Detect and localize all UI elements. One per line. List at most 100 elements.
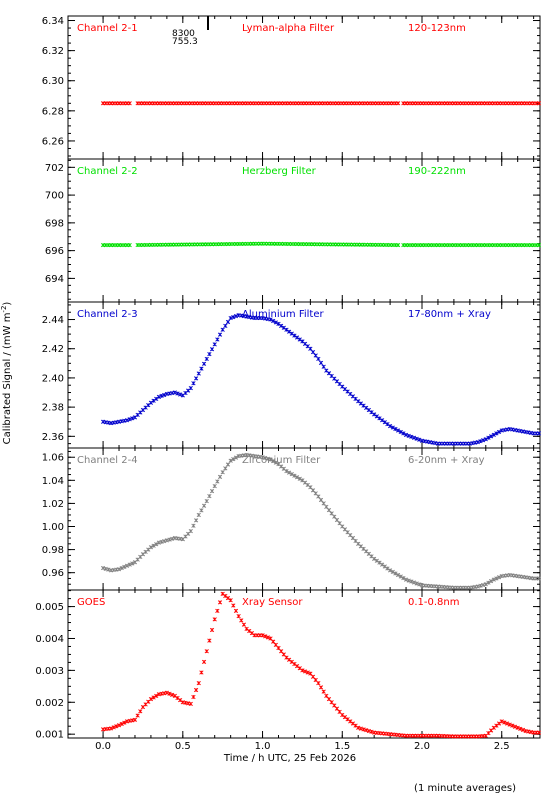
panel-frame: [67, 301, 541, 449]
data-point: [377, 560, 382, 565]
data-point: [414, 581, 419, 586]
data-point: [273, 460, 278, 465]
data-point: [387, 568, 393, 573]
data-point: [372, 556, 377, 561]
panel-2: 694 696 698 700 702 Channel 2-2 Herzberg Filte…: [45, 158, 542, 303]
data-point: [536, 431, 542, 436]
data-point: [409, 434, 414, 439]
data-point: [124, 563, 130, 568]
y-tick-label: 2.36: [42, 432, 64, 443]
y-tick-label: 694: [45, 274, 64, 285]
panel-5: 0.001 0.002 0.003 0.004 0.005 GOES Xray Sensor…: [35, 589, 542, 741]
data-point: [233, 608, 239, 613]
data-point: [130, 561, 135, 566]
panel-channel-label: Channel 2-1: [77, 23, 138, 34]
y-tick-label: 702: [45, 163, 64, 174]
data-point: [178, 392, 183, 397]
data-point: [111, 725, 116, 730]
data-point: [395, 428, 401, 433]
data-point: [201, 659, 207, 664]
panel-1: 6.26 6.28 6.30 6.32 6.34 Channel 2-1 Lyman-alp…: [42, 15, 542, 160]
y-axis-label-main: Calibrated Signal / (mW m: [2, 313, 13, 445]
data-point: [191, 523, 196, 528]
x-tick-label: 0.5: [175, 741, 191, 752]
data-point: [148, 400, 154, 405]
data-point: [313, 353, 318, 358]
data-point: [411, 580, 417, 585]
data-point: [193, 376, 199, 381]
panel-band-label: 0.1-0.8nm: [408, 597, 460, 608]
data-point: [496, 575, 502, 580]
data-point: [374, 414, 379, 419]
data-point: [233, 313, 239, 319]
y-tick-label: 6.26: [42, 136, 64, 147]
data-point: [199, 670, 204, 675]
data-point: [308, 346, 313, 351]
data-point: [151, 695, 156, 700]
y-axis-label: Calibrated Signal / (mW m-2): [0, 302, 13, 445]
panel-frame: [67, 447, 541, 591]
data-point: [199, 508, 204, 513]
y-tick-label: 2.42: [42, 344, 64, 355]
data-point: [289, 331, 294, 336]
data-point: [260, 633, 265, 638]
data-point: [241, 622, 247, 627]
data-point: [321, 364, 326, 369]
data-point: [151, 398, 156, 403]
y-tick-label: 2.44: [42, 315, 64, 326]
x-tick-label: 1.5: [334, 741, 350, 752]
data-point: [273, 320, 278, 325]
data-point: [372, 412, 377, 417]
y-tick-label: 1.02: [42, 499, 64, 510]
panel-frame: [67, 158, 541, 303]
y-tick-label: 696: [45, 246, 64, 257]
y-tick-label: 1.00: [42, 522, 64, 533]
data-point: [154, 396, 159, 401]
data-point: [316, 356, 321, 362]
data-point: [294, 475, 300, 480]
data-point: [310, 350, 316, 355]
x-tick-label: 2.0: [414, 741, 430, 752]
x-tick-label: 1.0: [255, 741, 271, 752]
data-point: [515, 725, 520, 730]
data-point: [212, 483, 217, 489]
data-point: [119, 565, 124, 571]
data-point: [300, 668, 305, 673]
data-point: [281, 325, 286, 330]
data-point: [385, 566, 390, 571]
y-tick-label: 6.30: [42, 76, 64, 87]
data-series: [100, 241, 542, 248]
data-point: [204, 498, 209, 504]
data-point: [395, 242, 401, 248]
data-point: [271, 458, 276, 464]
data-point: [374, 558, 379, 563]
panel-frame: [67, 589, 541, 739]
y-tick-label: 0.96: [42, 568, 64, 579]
data-point: [231, 603, 236, 608]
data-point: [215, 608, 220, 613]
data-point: [225, 319, 231, 325]
y-tick-label: 6.34: [42, 16, 64, 27]
data-point: [486, 580, 491, 585]
data-point: [201, 361, 207, 366]
data-point: [193, 518, 199, 523]
y-tick-label: 0.001: [35, 730, 64, 741]
data-point: [536, 576, 542, 581]
data-point: [148, 545, 154, 550]
data-point: [507, 722, 512, 727]
data-point: [231, 314, 236, 320]
data-point: [297, 337, 302, 342]
y-axis-label-close: ): [2, 302, 13, 306]
data-point: [499, 719, 504, 724]
data-point: [263, 634, 268, 639]
data-point: [297, 476, 302, 481]
data-point: [284, 468, 289, 474]
data-point: [209, 627, 215, 633]
data-point: [411, 435, 417, 440]
marker-label-lower: 755.3: [172, 37, 198, 47]
data-point: [502, 720, 507, 725]
data-point: [215, 337, 220, 342]
y-tick-label: 6.28: [42, 106, 64, 117]
footnote-averages: (1 minute averages): [414, 783, 516, 794]
